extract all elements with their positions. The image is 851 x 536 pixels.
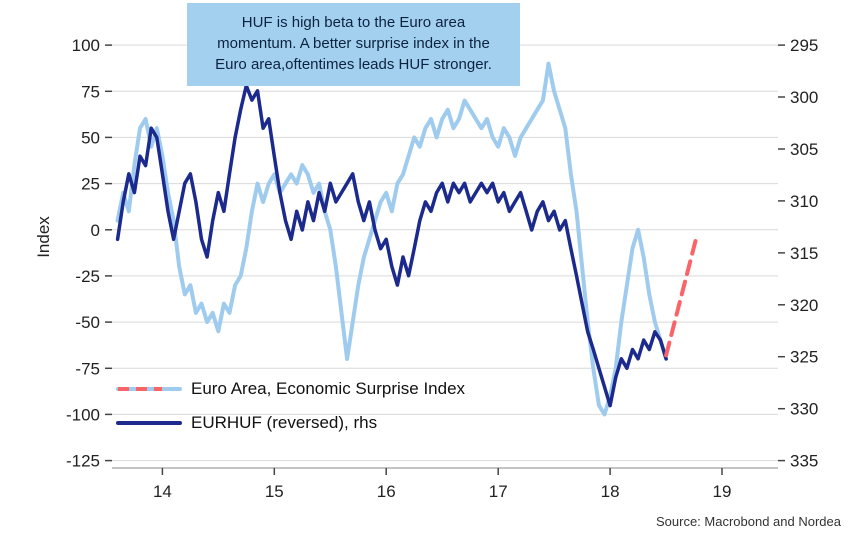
annotation-line: Euro area,oftentimes leads HUF stronger. [215, 55, 492, 73]
left-axis-tick-label: 50 [81, 128, 100, 147]
right-axis-tick-label: 315 [790, 244, 818, 263]
left-axis-tick-label: 75 [81, 82, 100, 101]
annotation-box: HUF is high beta to the Euro area moment… [187, 3, 520, 86]
left-axis-tick-label: -25 [75, 267, 100, 286]
left-axis-tick-label: -75 [75, 359, 100, 378]
y-axis-title: Index [34, 216, 53, 258]
series-eurhuf [115, 83, 668, 408]
x-axis-tick-label: 17 [489, 482, 508, 501]
right-axis-tick-label: 330 [790, 400, 818, 419]
legend-label-eurhuf: EURHUF (reversed), rhs [191, 413, 378, 432]
legend: Euro Area, Economic Surprise Index EURHU… [116, 372, 465, 440]
series-esi-forecast [664, 231, 700, 358]
left-axis-tick-label: 25 [81, 175, 100, 194]
legend-item-eurhuf: EURHUF (reversed), rhs [116, 406, 465, 440]
annotation-line: momentum. A better surprise index in the [217, 35, 490, 53]
legend-label-esi: Euro Area, Economic Surprise Index [191, 379, 466, 398]
x-axis-tick-label: 15 [265, 482, 284, 501]
series-esi [115, 61, 669, 417]
right-axis-tick-label: 335 [790, 452, 818, 471]
right-axis-tick-label: 305 [790, 140, 818, 159]
left-axis-tick-label: -50 [75, 313, 100, 332]
right-axis-tick-label: 310 [790, 192, 818, 211]
legend-swatch-esi [116, 387, 182, 391]
right-axis-tick-label: 325 [790, 348, 818, 367]
left-axis-tick-label: -100 [66, 405, 100, 424]
legend-item-esi: Euro Area, Economic Surprise Index [116, 372, 465, 406]
right-axis-tick-label: 320 [790, 296, 818, 315]
x-axis-tick-label: 16 [377, 482, 396, 501]
source-note: Source: Macrobond and Nordea [655, 514, 841, 529]
x-axis-tick-label: 14 [153, 482, 172, 501]
annotation-line: HUF is high beta to the Euro area [241, 14, 466, 32]
left-axis-tick-label: -125 [66, 452, 100, 471]
x-axis-tick-label: 19 [713, 482, 732, 501]
left-axis-tick-label: 0 [91, 221, 100, 240]
left-axis-tick-label: 100 [72, 36, 100, 55]
x-axis-tick-label: 18 [601, 482, 620, 501]
legend-swatch-eurhuf [116, 421, 182, 425]
right-axis-tick-label: 295 [790, 36, 818, 55]
right-axis-tick-label: 300 [790, 88, 818, 107]
